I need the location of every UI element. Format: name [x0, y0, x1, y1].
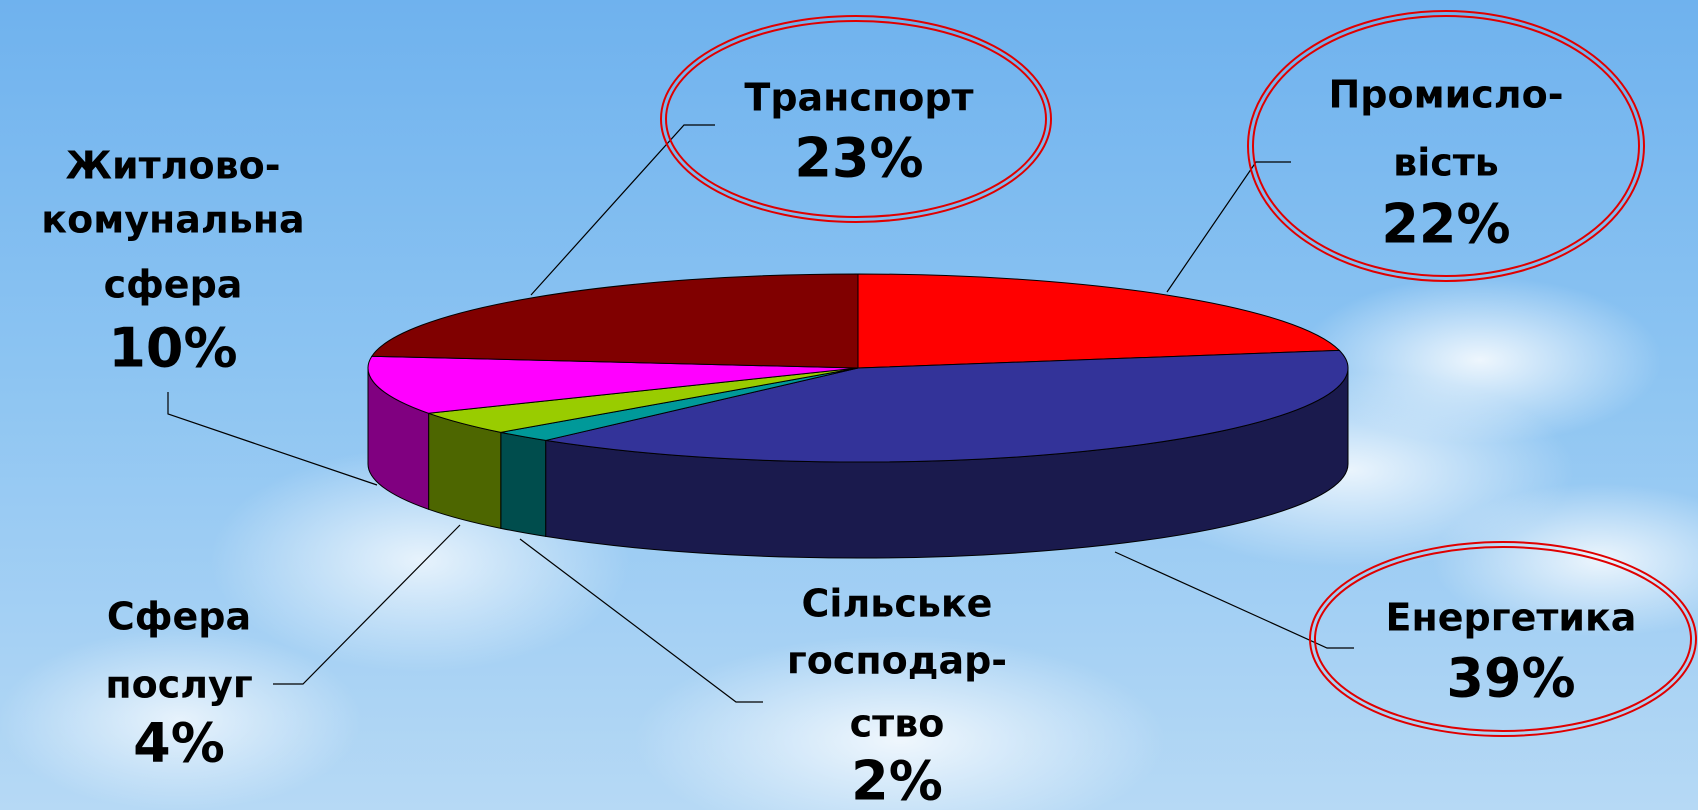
category-label: вість — [1393, 141, 1499, 185]
category-label: Сфера — [107, 595, 251, 639]
category-label: Енергетика — [1386, 596, 1637, 640]
category-label: ство — [850, 702, 945, 746]
pie-slice — [367, 355, 859, 414]
value-label: 23% — [794, 127, 923, 190]
highlight-ring — [1247, 10, 1645, 282]
highlight-ring — [1314, 546, 1692, 732]
category-label: Житлово- — [65, 144, 280, 188]
value-label: 4% — [133, 712, 225, 775]
value-label: 2% — [851, 750, 943, 810]
category-label: послуг — [105, 663, 252, 707]
pie-slice — [370, 273, 859, 369]
leader-line — [1166, 161, 1291, 293]
highlight-ring — [1252, 15, 1640, 277]
value-label: 22% — [1381, 193, 1510, 256]
value-label: 10% — [108, 317, 237, 380]
category-label: господар- — [787, 639, 1007, 683]
leader-line — [167, 392, 378, 486]
pie-slice — [857, 273, 1341, 369]
leader-line — [1114, 551, 1354, 649]
highlight-ring — [1309, 541, 1697, 737]
pie-side — [500, 431, 547, 538]
category-label: Промисло- — [1328, 73, 1563, 117]
leader-line — [530, 124, 715, 296]
leader-line — [273, 524, 461, 685]
leader-line — [519, 538, 763, 703]
category-label: Транспорт — [744, 76, 973, 120]
pie-slice — [545, 349, 1349, 463]
category-label: комунальна — [41, 198, 304, 242]
category-label: сфера — [104, 263, 243, 307]
value-label: 39% — [1446, 647, 1575, 710]
highlight-ring — [665, 20, 1047, 218]
category-label: Сільське — [802, 582, 993, 626]
highlight-ring — [660, 15, 1052, 223]
